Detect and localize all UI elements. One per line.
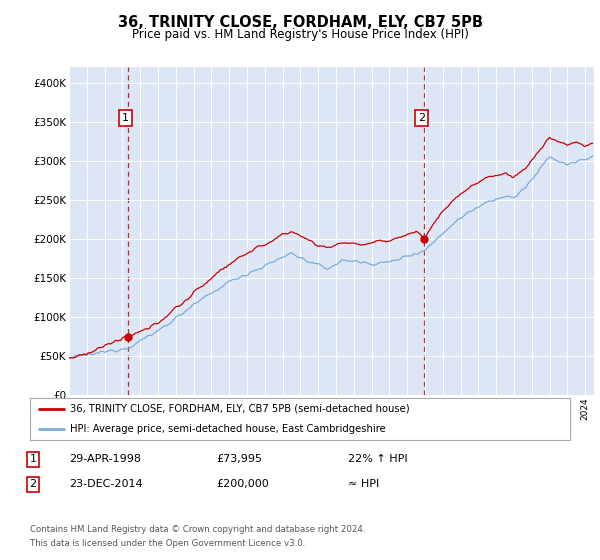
Text: ≈ HPI: ≈ HPI	[348, 479, 379, 489]
Text: 1: 1	[29, 454, 37, 464]
Text: 29-APR-1998: 29-APR-1998	[69, 454, 141, 464]
Text: 2: 2	[418, 113, 425, 123]
Text: 36, TRINITY CLOSE, FORDHAM, ELY, CB7 5PB: 36, TRINITY CLOSE, FORDHAM, ELY, CB7 5PB	[118, 15, 482, 30]
Text: 1: 1	[122, 113, 129, 123]
Text: 23-DEC-2014: 23-DEC-2014	[69, 479, 143, 489]
Text: 2: 2	[29, 479, 37, 489]
Text: Price paid vs. HM Land Registry's House Price Index (HPI): Price paid vs. HM Land Registry's House …	[131, 28, 469, 41]
Text: £200,000: £200,000	[216, 479, 269, 489]
Text: 22% ↑ HPI: 22% ↑ HPI	[348, 454, 407, 464]
Text: £73,995: £73,995	[216, 454, 262, 464]
Text: HPI: Average price, semi-detached house, East Cambridgeshire: HPI: Average price, semi-detached house,…	[71, 424, 386, 433]
Text: 36, TRINITY CLOSE, FORDHAM, ELY, CB7 5PB (semi-detached house): 36, TRINITY CLOSE, FORDHAM, ELY, CB7 5PB…	[71, 404, 410, 413]
Text: Contains HM Land Registry data © Crown copyright and database right 2024.
This d: Contains HM Land Registry data © Crown c…	[30, 525, 365, 548]
